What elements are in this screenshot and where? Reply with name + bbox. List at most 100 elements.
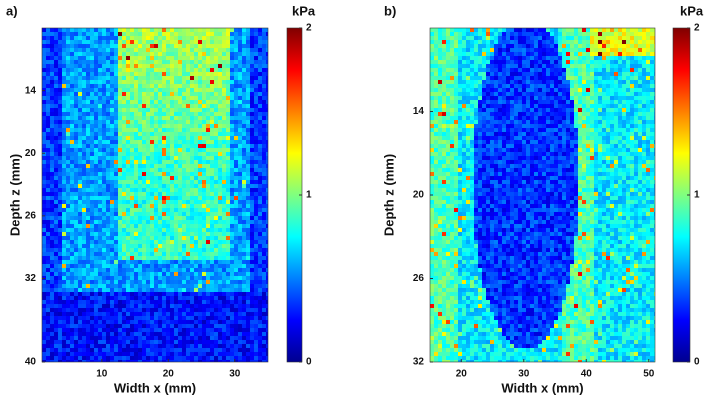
heatmap-cell: [182, 248, 186, 252]
heatmap-cell: [70, 348, 74, 352]
heatmap-cell: [194, 284, 198, 288]
heatmap-cell: [78, 160, 82, 164]
heatmap-cell: [70, 288, 74, 292]
heatmap-cell: [218, 48, 222, 52]
heatmap-cell: [78, 152, 82, 156]
heatmap-cell: [210, 280, 214, 284]
heatmap-cell: [70, 236, 74, 240]
heatmap-cell: [170, 216, 174, 220]
heatmap-cell: [250, 208, 254, 212]
heatmap-cell: [142, 348, 146, 352]
heatmap-cell: [226, 272, 230, 276]
heatmap-cell: [150, 188, 154, 192]
heatmap-cell: [246, 156, 250, 160]
heatmap-cell: [146, 64, 150, 68]
heatmap-cell: [250, 220, 254, 224]
heatmap-cell: [42, 56, 46, 60]
heatmap-cell: [250, 280, 254, 284]
heatmap-cell: [138, 132, 142, 136]
heatmap-cell: [62, 352, 66, 356]
heatmap-cell: [210, 344, 214, 348]
heatmap-cell: [110, 336, 114, 340]
heatmap-cell: [74, 176, 78, 180]
heatmap-cell: [74, 264, 78, 268]
heatmap-cell: [134, 268, 138, 272]
heatmap-cell: [166, 52, 170, 56]
heatmap-cell: [74, 272, 78, 276]
heatmap-cell: [102, 136, 106, 140]
heatmap-cell: [158, 60, 162, 64]
heatmap-cell: [246, 188, 250, 192]
heatmap-cell: [102, 216, 106, 220]
heatmap-cell: [262, 68, 266, 72]
heatmap-cell: [222, 40, 226, 44]
heatmap-cell: [78, 52, 82, 56]
heatmap-cell: [82, 268, 86, 272]
heatmap-cell: [46, 88, 50, 92]
heatmap-cell: [226, 288, 230, 292]
heatmap-cell: [98, 204, 102, 208]
heatmap-cell: [194, 332, 198, 336]
heatmap-cell: [90, 188, 94, 192]
heatmap-cell: [174, 224, 178, 228]
heatmap-cell: [78, 68, 82, 72]
heatmap-cell: [122, 56, 126, 60]
heatmap-cell: [246, 140, 250, 144]
heatmap-cell: [98, 184, 102, 188]
heatmap-cell: [262, 312, 266, 316]
heatmap-cell: [202, 88, 206, 92]
heatmap-cell: [74, 152, 78, 156]
heatmap-cell: [54, 224, 58, 228]
heatmap-cell: [226, 112, 230, 116]
heatmap-cell: [242, 52, 246, 56]
heatmap-cell: [222, 152, 226, 156]
heatmap-cell: [226, 44, 230, 48]
heatmap-cell: [250, 204, 254, 208]
heatmap-cell: [214, 152, 218, 156]
heatmap-cell: [226, 352, 230, 356]
heatmap-cell: [58, 324, 62, 328]
heatmap-cell: [210, 284, 214, 288]
heatmap-cell: [258, 316, 262, 320]
heatmap-cell: [42, 28, 46, 32]
heatmap-cell: [258, 172, 262, 176]
heatmap-cell: [90, 96, 94, 100]
heatmap-cell: [118, 48, 122, 52]
heatmap-cell: [198, 88, 202, 92]
heatmap-image: [42, 28, 268, 362]
heatmap-cell: [158, 228, 162, 232]
heatmap-cell: [78, 188, 82, 192]
heatmap-cell: [122, 28, 126, 32]
heatmap-cell: [202, 44, 206, 48]
heatmap-cell: [58, 216, 62, 220]
heatmap-cell: [70, 216, 74, 220]
heatmap-cell: [62, 184, 66, 188]
heatmap-cell: [122, 184, 126, 188]
heatmap-cell: [502, 36, 506, 40]
heatmap-cell: [222, 80, 226, 84]
heatmap-cell: [166, 252, 170, 256]
heatmap-cell: [150, 252, 154, 256]
heatmap-cell: [182, 144, 186, 148]
heatmap-cell: [238, 116, 242, 120]
heatmap-cell: [54, 268, 58, 272]
heatmap-cell: [222, 212, 226, 216]
heatmap-cell: [90, 76, 94, 80]
heatmap-cell: [210, 316, 214, 320]
heatmap-cell: [466, 40, 470, 44]
heatmap-cell: [162, 176, 166, 180]
heatmap-cell: [234, 124, 238, 128]
heatmap-cell: [166, 152, 170, 156]
heatmap-cell: [202, 236, 206, 240]
heatmap-cell: [70, 108, 74, 112]
heatmap-cell: [246, 252, 250, 256]
heatmap-cell: [126, 40, 130, 44]
heatmap-cell: [58, 184, 62, 188]
heatmap-cell: [122, 200, 126, 204]
heatmap-cell: [126, 88, 130, 92]
heatmap-cell: [194, 268, 198, 272]
heatmap-cell: [246, 192, 250, 196]
heatmap-cell: [62, 296, 66, 300]
heatmap-cell: [230, 224, 234, 228]
heatmap-cell: [246, 332, 250, 336]
